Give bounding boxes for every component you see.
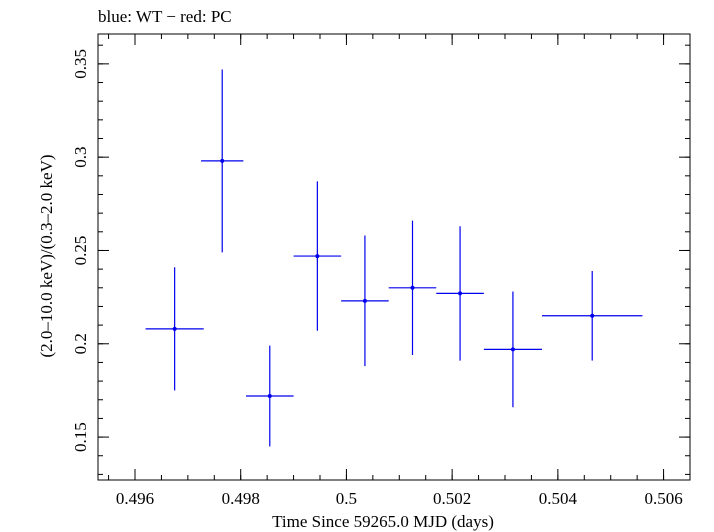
data-series-wt	[145, 69, 643, 447]
chart-title: blue: WT − red: PC	[98, 7, 232, 26]
point-marker	[410, 285, 415, 290]
point-marker	[510, 347, 515, 352]
y-axis: 0.15 0.2 0.25 0.3 0.35	[71, 44, 690, 475]
data-point	[436, 226, 484, 361]
point-marker	[458, 291, 463, 296]
data-point	[542, 270, 643, 361]
data-point	[341, 235, 389, 367]
point-marker	[590, 313, 595, 318]
data-point	[388, 220, 437, 355]
point-marker	[267, 394, 272, 399]
y-tick-label: 0.2	[71, 333, 90, 354]
point-marker	[315, 254, 320, 259]
data-point	[246, 345, 294, 447]
x-tick-label: 0.502	[433, 489, 471, 508]
data-point	[201, 69, 244, 253]
x-tick-label: 0.498	[222, 489, 260, 508]
point-marker	[220, 158, 225, 163]
y-tick-label: 0.15	[71, 422, 90, 452]
x-tick-label: 0.506	[644, 489, 682, 508]
point-marker	[172, 326, 177, 331]
point-marker	[362, 298, 367, 303]
y-tick-label: 0.3	[71, 147, 90, 168]
data-point	[293, 181, 342, 331]
data-point	[483, 291, 542, 408]
x-axis: 0.496 0.498 0.5 0.502 0.504 0.506	[108, 34, 691, 508]
plot-frame	[97, 33, 691, 481]
data-point	[145, 267, 204, 391]
y-axis-label: (2.0–10.0 keV)/(0.3–2.0 keV)	[37, 154, 56, 357]
x-tick-label: 0.504	[539, 489, 578, 508]
x-tick-label: 0.5	[336, 489, 357, 508]
y-tick-label: 0.25	[71, 236, 90, 266]
y-tick-label: 0.35	[71, 49, 90, 79]
x-axis-label: Time Since 59265.0 MJD (days)	[272, 512, 494, 531]
x-tick-label: 0.496	[116, 489, 154, 508]
